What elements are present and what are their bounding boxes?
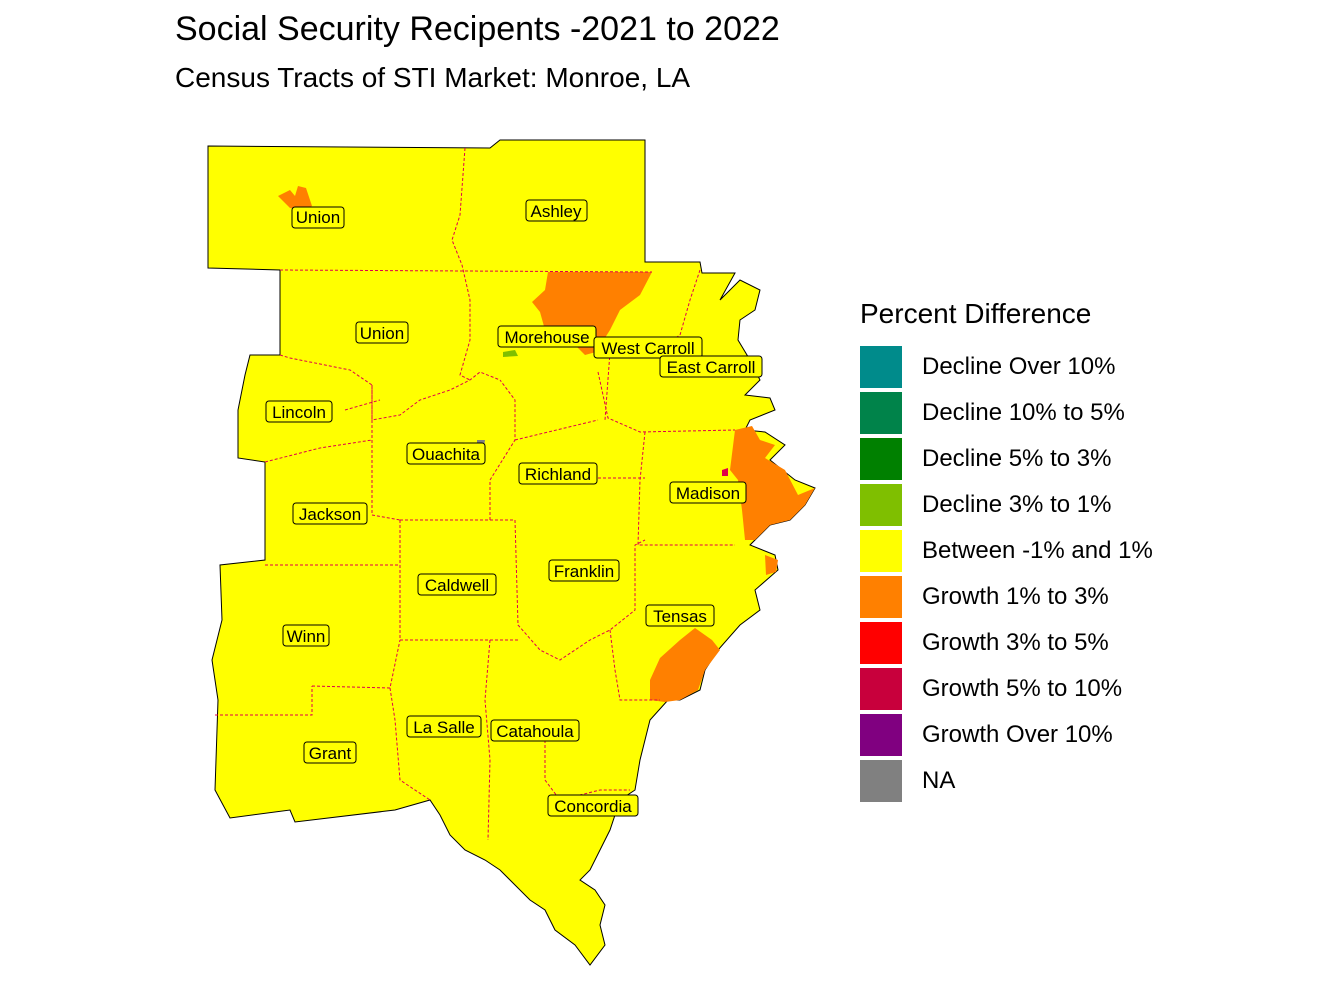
legend-items: Decline Over 10% Decline 10% to 5% Decli…	[860, 344, 1153, 804]
parish-label-ashley: Ashley	[525, 199, 588, 222]
parish-label-concordia: Concordia	[547, 794, 639, 817]
legend-label: Decline Over 10%	[922, 353, 1116, 380]
legend-label: NA	[922, 767, 956, 794]
legend-item: Decline 10% to 5%	[860, 390, 1153, 436]
legend-swatch	[860, 346, 902, 388]
legend-item: Growth 1% to 3%	[860, 574, 1153, 620]
svg-text:Lincoln: Lincoln	[272, 403, 326, 422]
growth-area-union	[278, 186, 312, 210]
svg-text:Ashley: Ashley	[530, 202, 582, 221]
legend-item: Decline 5% to 3%	[860, 436, 1153, 482]
parish-label-west-carroll: West Carroll	[593, 336, 703, 359]
parish-label-tensas: Tensas	[645, 604, 715, 627]
legend-swatch	[860, 392, 902, 434]
legend-label: Growth 3% to 5%	[922, 629, 1109, 656]
tract-boundaries	[215, 147, 736, 841]
parish-label-grant: Grant	[303, 741, 357, 764]
parish-label-winn: Winn	[282, 624, 330, 647]
parish-label-richland: Richland	[518, 462, 598, 485]
growth-area-tensas	[650, 628, 720, 702]
legend-item: Growth 3% to 5%	[860, 620, 1153, 666]
svg-text:Ouachita: Ouachita	[412, 445, 481, 464]
parish-label-ouachita: Ouachita	[406, 442, 486, 465]
legend-swatch	[860, 530, 902, 572]
svg-text:La Salle: La Salle	[413, 718, 474, 737]
region-fill	[207, 139, 816, 966]
decline-area-morehouse	[503, 350, 518, 357]
legend-label: Growth 1% to 3%	[922, 583, 1109, 610]
map-subtitle: Census Tracts of STI Market: Monroe, LA	[175, 62, 691, 93]
parish-label-lincoln: Lincoln	[265, 400, 333, 423]
legend-item: Decline Over 10%	[860, 344, 1153, 390]
parish-label-morehouse: Morehouse	[497, 325, 597, 348]
map-title: Social Security Recipents -2021 to 2022	[175, 10, 780, 48]
legend-swatch	[860, 576, 902, 618]
parish-label-union-north: Union	[291, 206, 345, 229]
svg-text:Morehouse: Morehouse	[504, 328, 589, 347]
legend-label: Decline 10% to 5%	[922, 399, 1125, 426]
parish-label-la-salle: La Salle	[406, 715, 482, 738]
legend-swatch	[860, 622, 902, 664]
svg-text:Jackson: Jackson	[299, 505, 361, 524]
legend-item: NA	[860, 758, 1153, 804]
parish-label-catahoula: Catahoula	[490, 719, 580, 742]
parish-label-union: Union	[355, 321, 409, 344]
legend-label: Between -1% and 1%	[922, 537, 1153, 564]
legend-swatch	[860, 484, 902, 526]
svg-text:Richland: Richland	[525, 465, 591, 484]
legend-item: Decline 3% to 1%	[860, 482, 1153, 528]
legend-title: Percent Difference	[860, 298, 1092, 329]
parish-label-madison: Madison	[669, 481, 747, 504]
svg-text:Winn: Winn	[287, 627, 326, 646]
legend-swatch	[860, 714, 902, 756]
legend: Percent Difference Decline Over 10% Decl…	[860, 298, 1153, 804]
svg-text:Concordia: Concordia	[554, 797, 632, 816]
parish-label-caldwell: Caldwell	[417, 573, 497, 596]
legend-item: Between -1% and 1%	[860, 528, 1153, 574]
legend-swatch	[860, 438, 902, 480]
svg-text:West Carroll: West Carroll	[601, 339, 694, 358]
legend-label: Growth 5% to 10%	[922, 675, 1123, 702]
svg-text:Grant: Grant	[309, 744, 352, 763]
legend-label: Decline 5% to 3%	[922, 445, 1112, 472]
parish-label-jackson: Jackson	[292, 502, 368, 525]
legend-item: Growth 5% to 10%	[860, 666, 1153, 712]
parish-label-franklin: Franklin	[548, 559, 620, 582]
growth-area-madison-small	[722, 468, 728, 476]
svg-text:Caldwell: Caldwell	[425, 576, 489, 595]
map: Union Ashley Union Morehouse West Carrol…	[207, 139, 816, 966]
legend-label: Decline 3% to 1%	[922, 491, 1112, 518]
svg-text:Madison: Madison	[676, 484, 740, 503]
growth-area-tensas-east	[765, 555, 778, 575]
growth-area-madison	[730, 426, 815, 540]
legend-item: Growth Over 10%	[860, 712, 1153, 758]
legend-swatch	[860, 668, 902, 710]
svg-text:Catahoula: Catahoula	[496, 722, 574, 741]
svg-text:Tensas: Tensas	[653, 607, 707, 626]
svg-text:Union: Union	[360, 324, 404, 343]
legend-label: Growth Over 10%	[922, 721, 1113, 748]
svg-text:Union: Union	[296, 208, 340, 227]
legend-swatch	[860, 760, 902, 802]
svg-text:Franklin: Franklin	[554, 562, 614, 581]
svg-text:East Carroll: East Carroll	[667, 358, 756, 377]
parish-label-east-carroll: East Carroll	[659, 355, 763, 378]
